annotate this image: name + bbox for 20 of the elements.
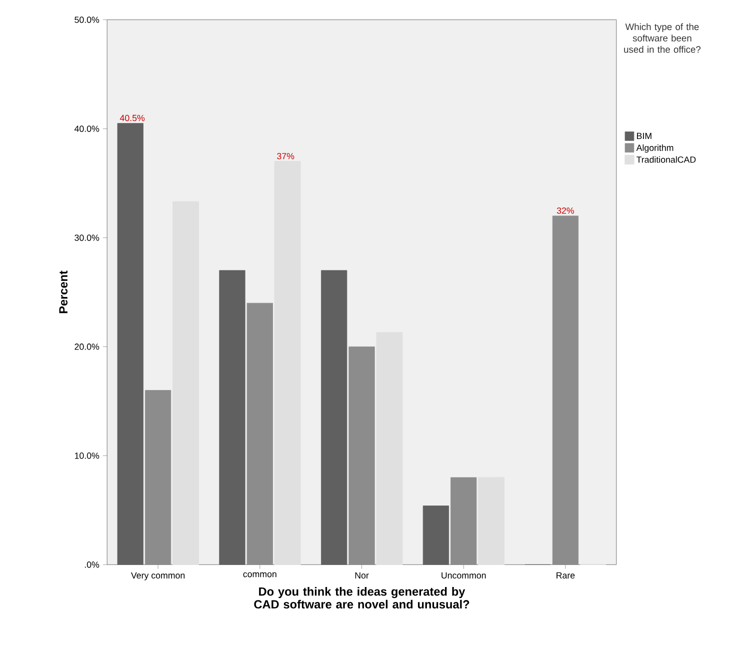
- x-tick-label: Very common: [130, 572, 185, 580]
- y-axis-title: Percent: [59, 270, 68, 314]
- legend-title: Which type of the software been used in the office?: [624, 23, 701, 53]
- y-tick-label: 50.0%: [74, 16, 100, 24]
- y-tick-label: .0%: [84, 562, 100, 568]
- y-tick-label: 30.0%: [74, 234, 100, 242]
- y-tick-label: 20.0%: [74, 344, 100, 350]
- data-label: 37%: [277, 153, 294, 160]
- x-tick-label: Uncommon: [442, 572, 486, 579]
- x-tick-label: Nor: [355, 572, 369, 579]
- legend-label: TraditionalCAD: [636, 156, 696, 163]
- x-tick-label: common: [243, 572, 276, 578]
- x-tick-label: Rare: [556, 572, 575, 579]
- y-tick-label: 40.0%: [74, 126, 100, 132]
- data-label: 32%: [556, 208, 574, 214]
- legend-label: Algorithm: [636, 144, 674, 153]
- x-axis-title: Do you think the ideas generated by CAD software are novel and unusual?: [254, 587, 470, 609]
- y-tick-label: 10.0%: [74, 452, 100, 459]
- legend-label: BIM: [637, 133, 652, 140]
- data-label: 40.5%: [120, 114, 145, 122]
